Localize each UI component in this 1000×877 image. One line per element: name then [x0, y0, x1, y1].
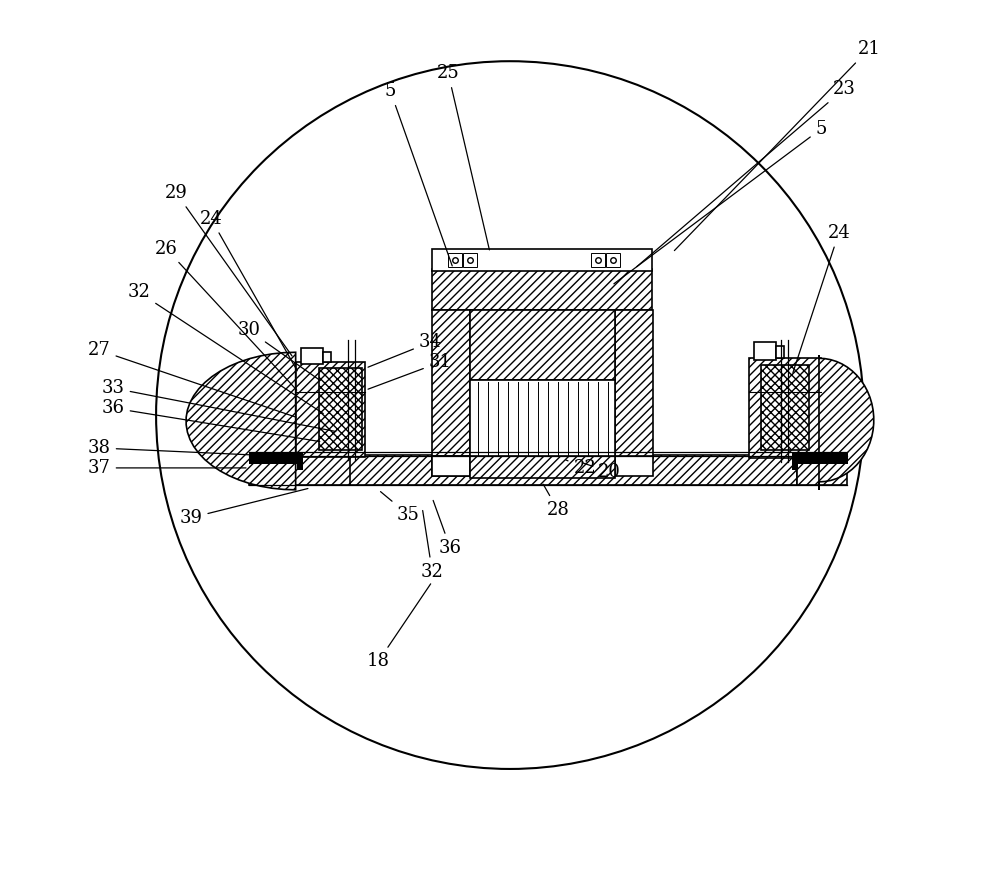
Bar	[432, 268, 652, 310]
Text: 35: 35	[381, 492, 420, 524]
Text: 18: 18	[367, 584, 431, 670]
Bar	[432, 456, 470, 476]
Text: 39: 39	[179, 488, 308, 527]
Bar	[249, 455, 350, 485]
Polygon shape	[186, 353, 296, 490]
Bar	[323, 353, 331, 362]
Bar	[798, 452, 848, 464]
Text: 22: 22	[566, 459, 596, 477]
Bar	[296, 362, 365, 457]
Bar	[448, 253, 462, 267]
Text: 29: 29	[165, 184, 292, 356]
Text: 32: 32	[128, 283, 323, 414]
Bar	[761, 365, 809, 450]
Bar	[470, 381, 615, 458]
Text: 38: 38	[88, 439, 250, 457]
Text: 25: 25	[437, 64, 489, 250]
Text: 36: 36	[102, 399, 320, 441]
Bar	[463, 253, 477, 267]
Bar	[348, 455, 797, 485]
Text: 5: 5	[385, 82, 452, 266]
Bar	[606, 253, 620, 267]
Bar	[615, 456, 653, 476]
Polygon shape	[819, 355, 874, 490]
Text: 21: 21	[674, 40, 880, 251]
Bar	[432, 310, 470, 458]
Bar	[470, 310, 615, 381]
Bar	[249, 452, 299, 464]
Text: 24: 24	[200, 210, 297, 371]
Bar	[319, 368, 362, 450]
Bar	[615, 310, 653, 458]
Bar	[297, 452, 303, 470]
Bar	[776, 346, 784, 359]
Text: 30: 30	[237, 321, 320, 381]
Bar	[432, 456, 470, 476]
Text: 33: 33	[102, 379, 336, 431]
Text: 23: 23	[637, 80, 855, 267]
Bar	[749, 359, 821, 458]
Bar	[797, 455, 847, 485]
Text: 36: 36	[433, 501, 462, 557]
Bar	[470, 456, 615, 478]
Bar	[301, 348, 323, 364]
Text: 5: 5	[614, 120, 827, 284]
Text: 24: 24	[793, 224, 850, 373]
Text: 26: 26	[155, 239, 297, 390]
Text: 28: 28	[543, 484, 569, 519]
Text: 32: 32	[421, 510, 444, 581]
Text: 27: 27	[88, 341, 296, 417]
Bar	[591, 253, 605, 267]
Text: 37: 37	[88, 459, 246, 477]
Bar	[792, 452, 798, 470]
Text: 31: 31	[368, 353, 452, 389]
Text: 20: 20	[582, 463, 621, 481]
Text: 34: 34	[368, 333, 442, 367]
Bar	[754, 342, 776, 360]
Bar	[432, 248, 652, 270]
